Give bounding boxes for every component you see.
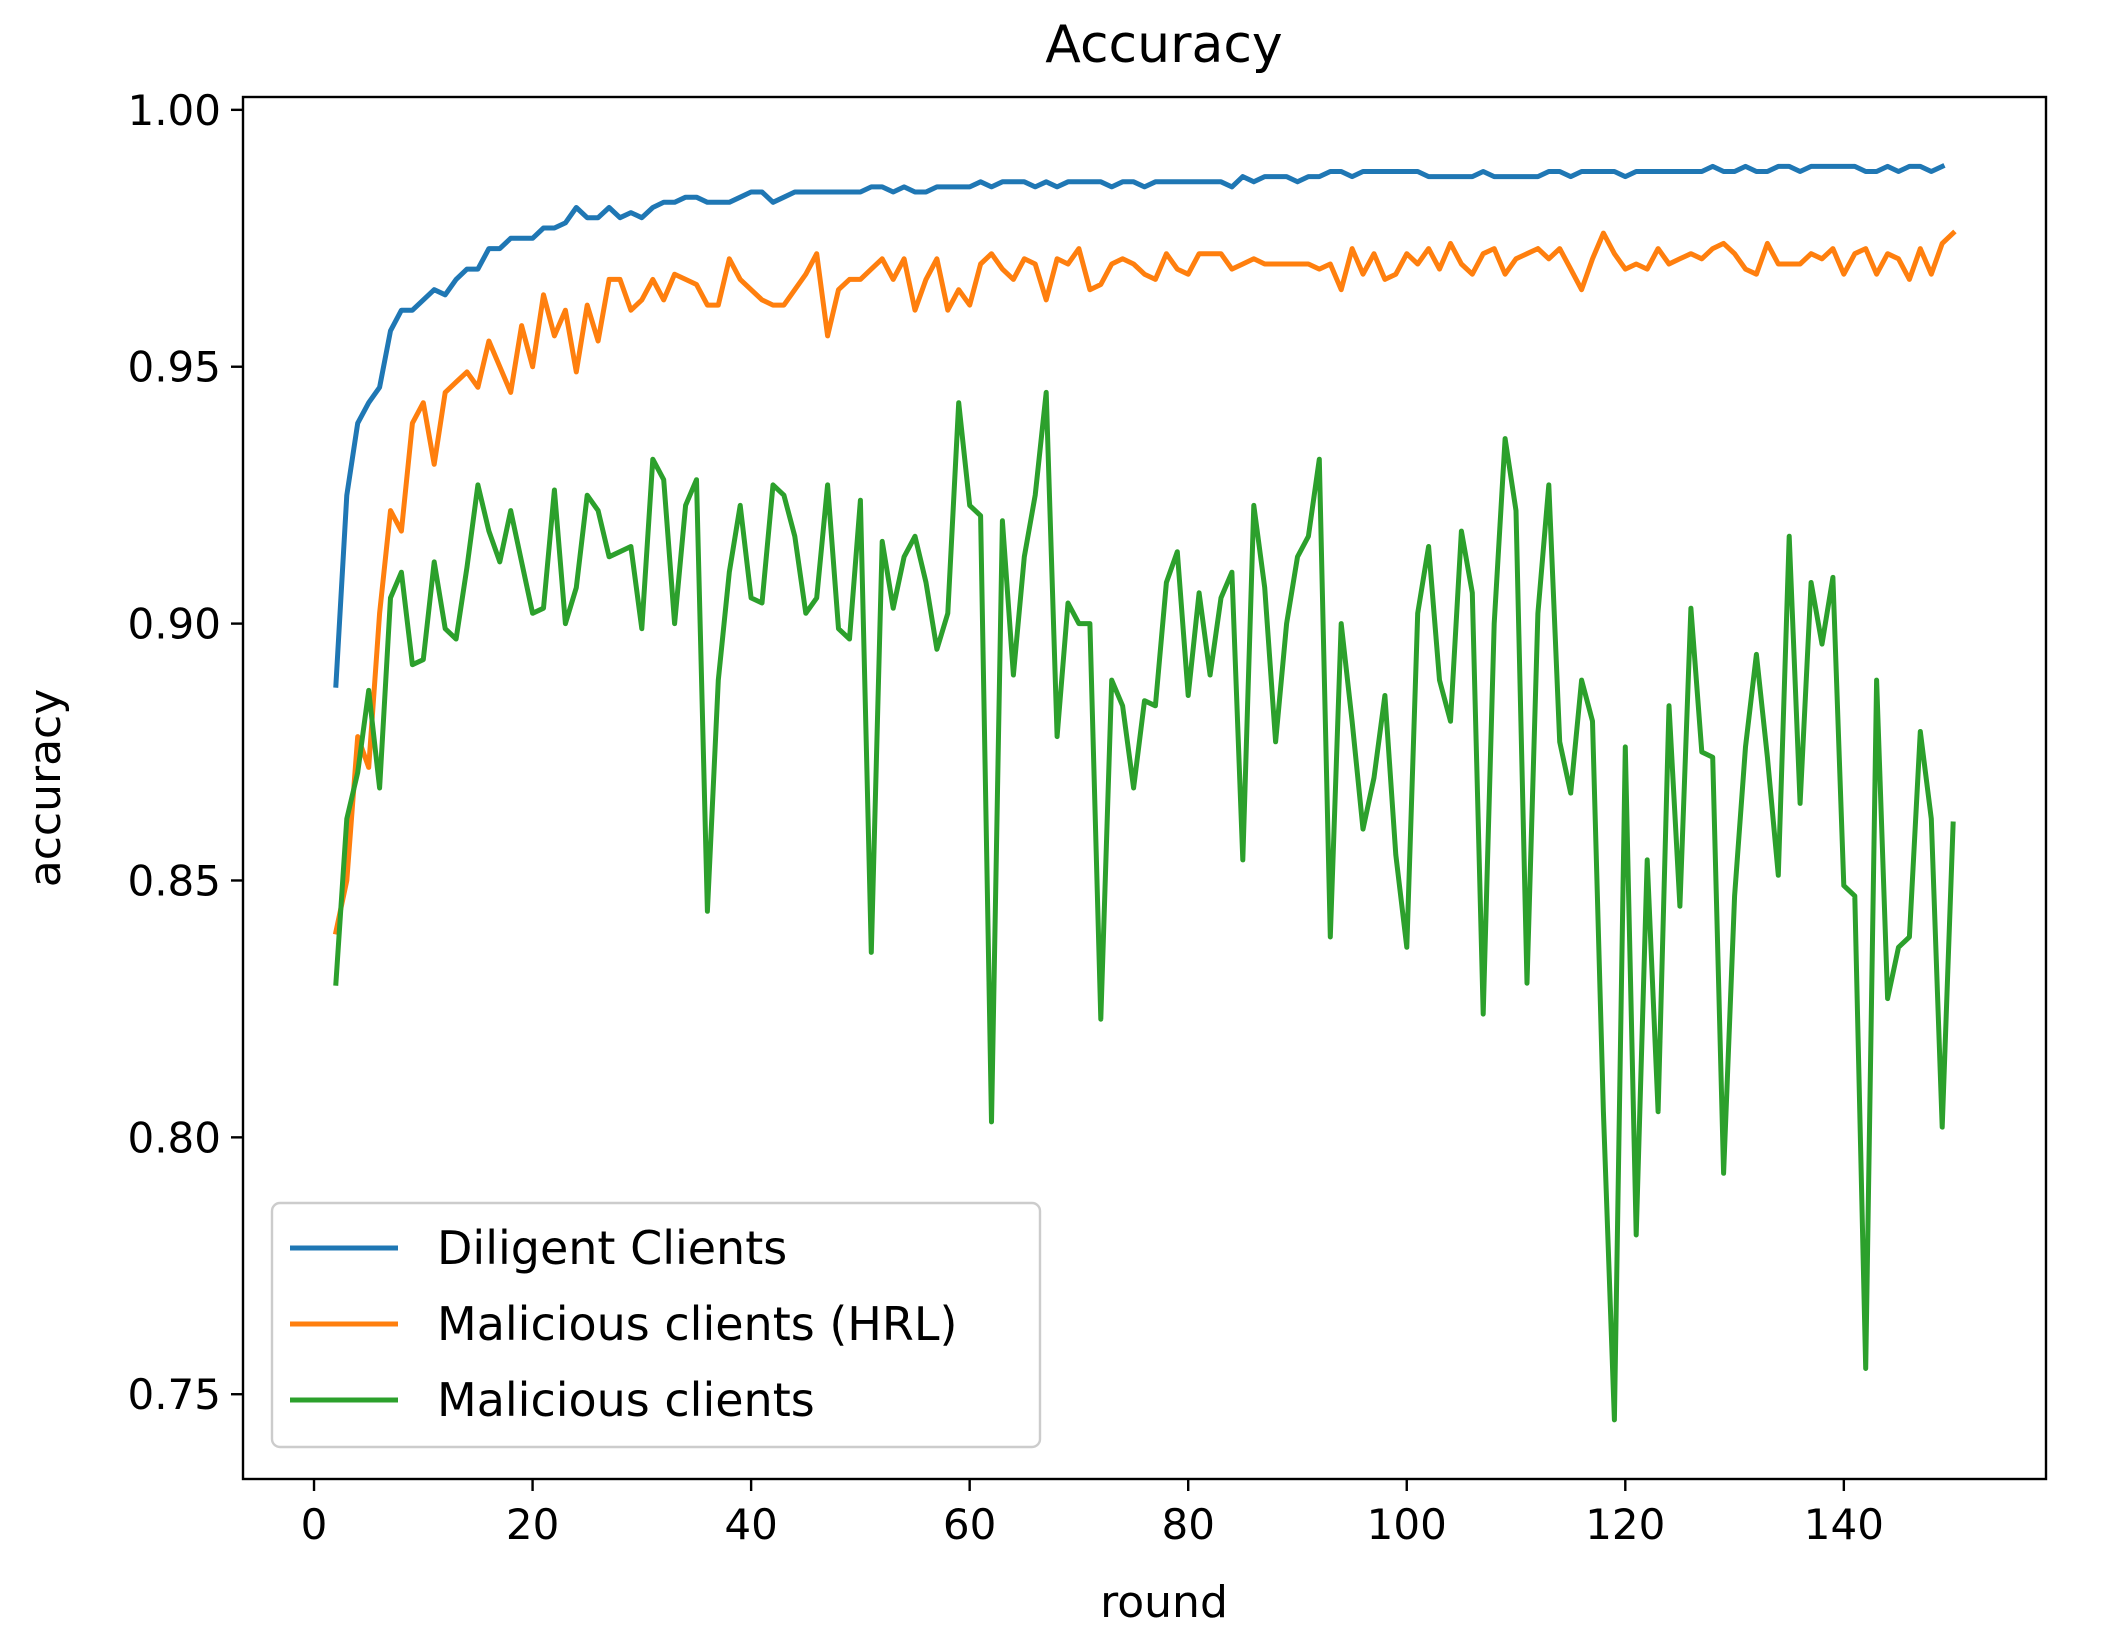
- legend: Diligent Clients Malicious clients (HRL) M…: [270, 1201, 1042, 1449]
- y-tick-label: 0.80: [127, 1113, 221, 1162]
- series-line-3: [333, 389, 1956, 1423]
- x-axis-label: round: [1100, 1577, 1228, 1628]
- x-tick-label: 140: [1804, 1500, 1884, 1549]
- chart-title: Accuracy: [1045, 15, 1282, 75]
- y-axis-ticks: 0.75 0.80 0.85 0.90 0.95 1.00: [127, 86, 243, 1419]
- x-tick-label: 80: [1161, 1500, 1214, 1549]
- y-tick-label: 0.95: [127, 343, 221, 392]
- x-tick-label: 20: [506, 1500, 559, 1549]
- x-tick-label: 40: [724, 1500, 777, 1549]
- x-tick-label: 100: [1367, 1500, 1447, 1549]
- legend-box: [270, 1201, 1042, 1449]
- x-tick-label: 60: [943, 1500, 996, 1549]
- y-tick-label: 0.85: [127, 856, 221, 905]
- series-line-1: [333, 163, 1946, 688]
- legend-label: Malicious clients: [437, 1373, 815, 1427]
- series-lines: [332, 163, 1957, 1423]
- x-tick-label: 120: [1585, 1500, 1665, 1549]
- y-tick-label: 0.90: [127, 600, 221, 649]
- y-tick-label: 0.75: [127, 1370, 221, 1419]
- series-line-2: [332, 229, 1957, 935]
- legend-label: Malicious clients (HRL): [437, 1297, 957, 1351]
- y-tick-label: 1.00: [127, 86, 221, 135]
- plot-frame: [241, 95, 2048, 1481]
- x-tick-label: 0: [301, 1500, 328, 1549]
- x-axis-ticks: 0 20 40 60 80 100 120 140: [301, 1479, 1884, 1549]
- legend-label: Diligent Clients: [437, 1221, 787, 1275]
- y-axis-label: accuracy: [20, 689, 71, 888]
